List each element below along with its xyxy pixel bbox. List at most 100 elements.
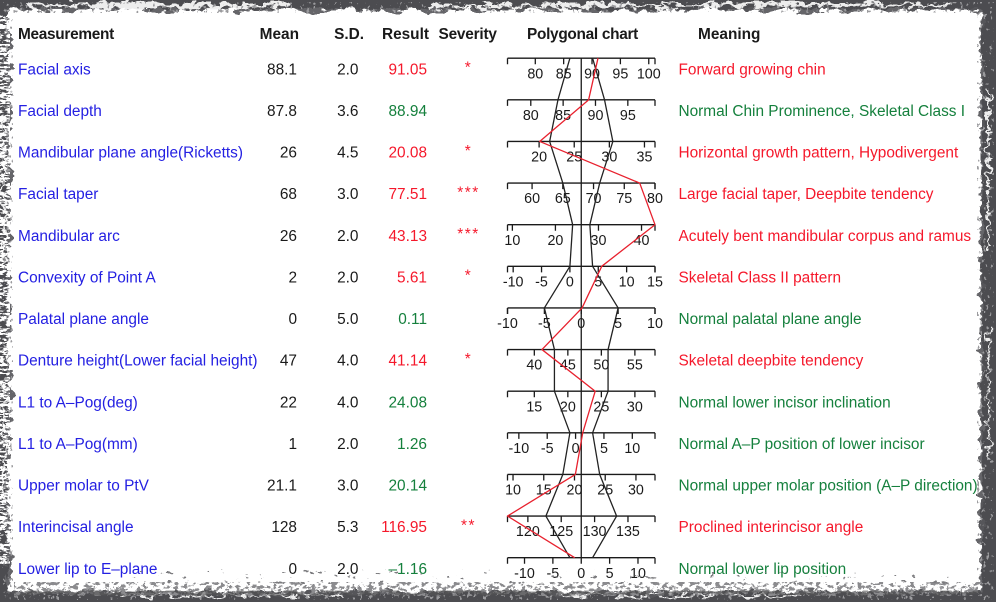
svg-text:25: 25 [593, 399, 609, 415]
svg-text:5.3: 5.3 [337, 519, 358, 536]
svg-text:85: 85 [555, 108, 571, 124]
svg-text:0: 0 [572, 441, 580, 457]
svg-text:Facial depth: Facial depth [18, 103, 102, 120]
svg-text:-10: -10 [497, 316, 518, 332]
svg-text:-10: -10 [509, 441, 530, 457]
svg-text:100: 100 [637, 66, 661, 82]
svg-text:5.61: 5.61 [397, 269, 427, 286]
svg-text:L1 to A–Pog(mm): L1 to A–Pog(mm) [18, 436, 138, 453]
svg-text:3.0: 3.0 [337, 186, 358, 203]
svg-text:20.14: 20.14 [388, 478, 427, 495]
svg-text:41.14: 41.14 [388, 353, 427, 370]
svg-text:10: 10 [624, 441, 640, 457]
svg-text:0: 0 [577, 316, 585, 332]
svg-text:0.11: 0.11 [398, 311, 427, 328]
svg-text:Lower lip to E–plane: Lower lip to E–plane [18, 561, 157, 578]
svg-text:116.95: 116.95 [381, 519, 427, 536]
svg-text:40: 40 [634, 233, 650, 249]
svg-text:80: 80 [523, 108, 539, 124]
svg-text:22: 22 [280, 394, 297, 411]
svg-text:80: 80 [527, 66, 543, 82]
svg-text:77.51: 77.51 [388, 186, 427, 203]
svg-text:20: 20 [531, 150, 547, 166]
svg-text:Upper molar to PtV: Upper molar to PtV [18, 478, 150, 495]
svg-text:-10: -10 [503, 274, 524, 290]
svg-text:26: 26 [280, 228, 297, 245]
svg-text:130: 130 [583, 524, 607, 540]
svg-text:35: 35 [637, 150, 653, 166]
svg-text:128: 128 [271, 519, 297, 536]
svg-text:S.D.: S.D. [334, 26, 364, 43]
svg-text:24.08: 24.08 [388, 394, 427, 411]
svg-text:Mandibular plane angle(Rickett: Mandibular plane angle(Ricketts) [18, 145, 243, 162]
svg-text:30: 30 [591, 233, 607, 249]
svg-text:40: 40 [526, 358, 542, 374]
svg-text:10: 10 [647, 316, 663, 332]
svg-text:Measurement: Measurement [18, 26, 114, 43]
svg-text:85: 85 [556, 66, 572, 82]
svg-text:Horizontal growth pattern, Hyp: Horizontal growth pattern, Hypodivergent [679, 145, 959, 162]
svg-text:20: 20 [560, 399, 576, 415]
svg-text:*: * [465, 268, 473, 285]
svg-text:Mandibular arc: Mandibular arc [18, 228, 120, 245]
svg-text:90: 90 [588, 108, 604, 124]
svg-text:55: 55 [627, 358, 643, 374]
svg-text:1: 1 [288, 436, 297, 453]
svg-text:87.8: 87.8 [267, 103, 297, 120]
svg-text:Convexity of Point A: Convexity of Point A [18, 269, 156, 286]
svg-text:91.05: 91.05 [388, 61, 427, 78]
svg-text:15: 15 [647, 274, 663, 290]
svg-text:Polygonal chart: Polygonal chart [527, 26, 638, 43]
svg-text:0: 0 [566, 274, 574, 290]
svg-text:135: 135 [616, 524, 640, 540]
svg-text:80: 80 [647, 191, 663, 207]
svg-text:Normal A–P position of lower i: Normal A–P position of lower incisor [679, 436, 925, 453]
svg-text:Skeletal deepbite tendency: Skeletal deepbite tendency [679, 353, 864, 370]
svg-text:2.0: 2.0 [337, 436, 358, 453]
svg-text:Palatal plane angle: Palatal plane angle [18, 311, 149, 328]
svg-text:L1 to A–Pog(deg): L1 to A–Pog(deg) [18, 394, 138, 411]
svg-text:88.1: 88.1 [267, 61, 297, 78]
svg-text:2: 2 [288, 269, 297, 286]
svg-text:65: 65 [555, 191, 571, 207]
svg-text:Normal Chin Prominence, Skelet: Normal Chin Prominence, Skeletal Class I [679, 103, 966, 120]
svg-text:2.0: 2.0 [337, 61, 358, 78]
svg-text:5: 5 [600, 441, 608, 457]
svg-text:125: 125 [549, 524, 573, 540]
svg-text:15: 15 [526, 399, 542, 415]
svg-text:25: 25 [597, 483, 613, 499]
svg-text:Acutely bent mandibular corpus: Acutely bent mandibular corpus and ramus [679, 228, 972, 245]
svg-text:Skeletal Class II pattern: Skeletal Class II pattern [679, 269, 842, 286]
svg-text:47: 47 [280, 353, 297, 370]
svg-text:-5: -5 [541, 441, 554, 457]
svg-text:Mean: Mean [260, 26, 299, 43]
svg-text:Facial taper: Facial taper [18, 186, 98, 203]
svg-text:Normal palatal plane angle: Normal palatal plane angle [679, 311, 862, 328]
svg-text:75: 75 [616, 191, 632, 207]
svg-text:Facial axis: Facial axis [18, 61, 91, 78]
svg-text:5: 5 [614, 316, 622, 332]
svg-text:4.5: 4.5 [337, 145, 358, 162]
svg-text:10: 10 [505, 483, 521, 499]
svg-text:2.0: 2.0 [337, 269, 358, 286]
svg-text:20: 20 [547, 233, 563, 249]
svg-text:95: 95 [620, 108, 636, 124]
svg-text:Forward growing chin: Forward growing chin [679, 61, 826, 78]
svg-text:120: 120 [516, 524, 540, 540]
svg-text:Denture height(Lower facial he: Denture height(Lower facial height) [18, 353, 258, 370]
svg-text:2.0: 2.0 [337, 228, 358, 245]
svg-text:43.13: 43.13 [388, 228, 427, 245]
svg-text:30: 30 [627, 399, 643, 415]
svg-text:21.1: 21.1 [267, 478, 297, 495]
svg-text:70: 70 [586, 191, 602, 207]
svg-text:**: ** [461, 517, 476, 534]
svg-text:15: 15 [536, 483, 552, 499]
svg-text:1.26: 1.26 [397, 436, 427, 453]
svg-text:30: 30 [601, 150, 617, 166]
svg-text:10: 10 [619, 274, 635, 290]
svg-text:Meaning: Meaning [698, 26, 760, 43]
svg-text:*: * [465, 143, 473, 160]
svg-text:Proclined interincisor angle: Proclined interincisor angle [679, 519, 864, 536]
svg-text:Normal upper molar position (A: Normal upper molar position (A–P directi… [679, 478, 978, 495]
svg-text:10: 10 [504, 233, 520, 249]
